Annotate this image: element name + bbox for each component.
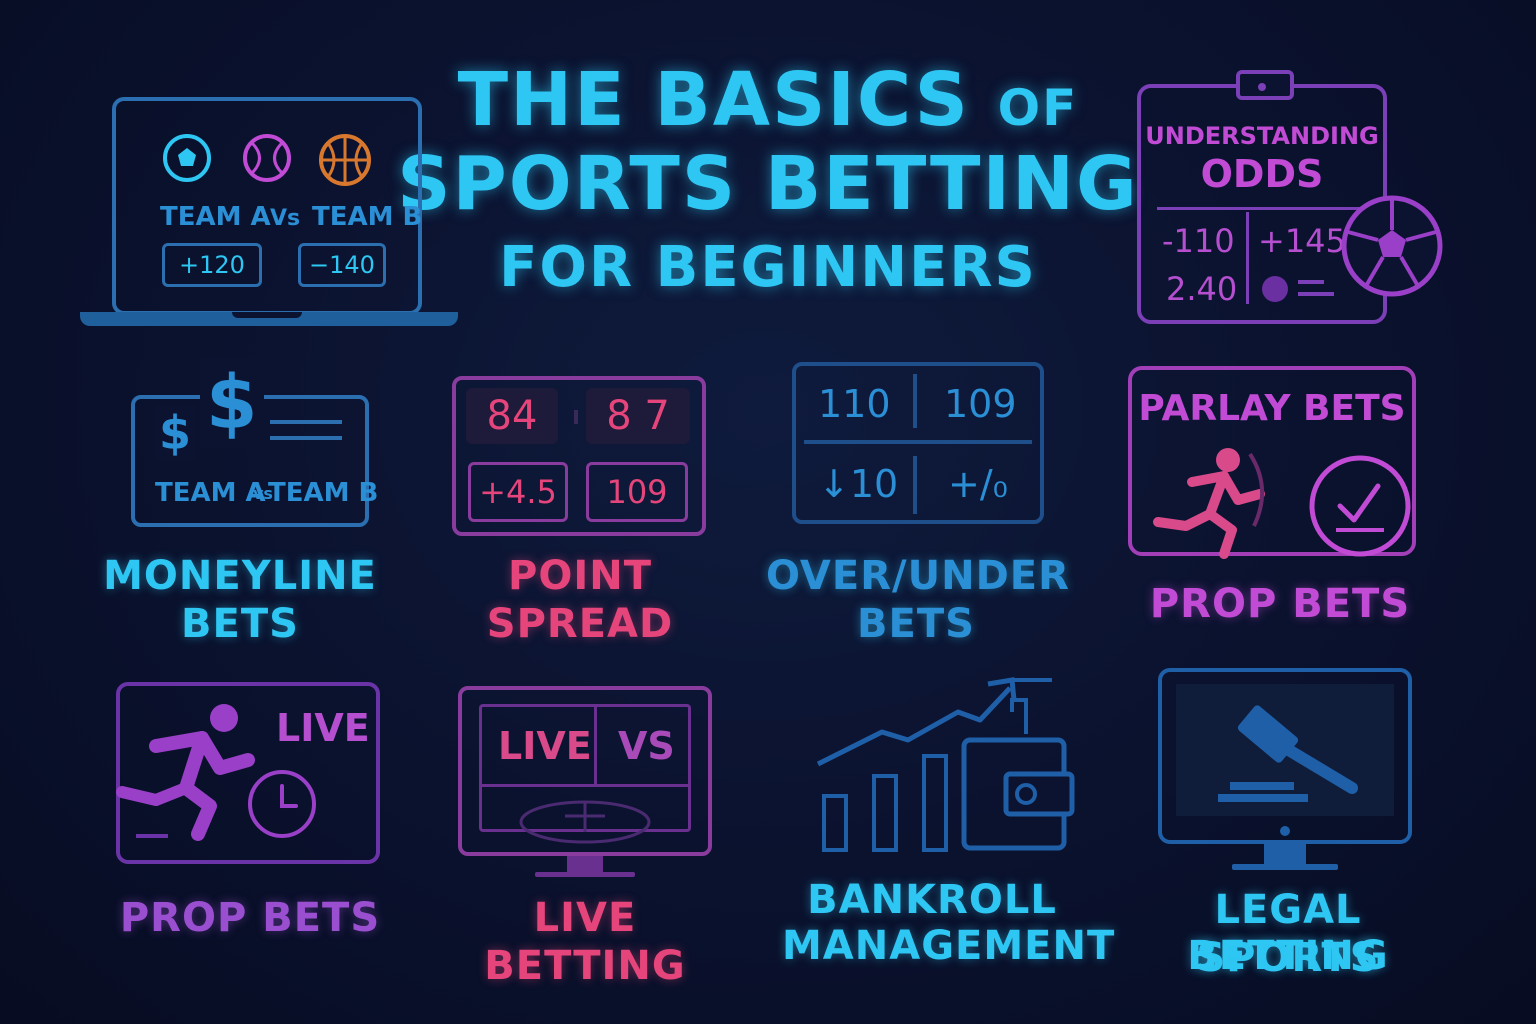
bankroll-label-2: MANAGEMENT [782, 923, 1116, 969]
odds-line-2 [1298, 292, 1334, 296]
vs-tag: VS [618, 724, 675, 768]
parlay-label: PROP BETS [1149, 581, 1411, 627]
score-b-box: 8 7 [586, 388, 690, 444]
title-basics: THE BASICS [457, 57, 970, 143]
spread-box: +4.5 [468, 462, 568, 522]
laptop-odds-b-box: −140 [298, 243, 386, 287]
laptop-odds-a: +120 [179, 251, 245, 279]
monitor-power-dot [1280, 826, 1290, 836]
orange-basketball-icon [319, 134, 371, 186]
clock-icon [248, 770, 316, 838]
live-prop-tag: LIVE [276, 706, 370, 750]
odds-line-1 [1298, 280, 1324, 284]
ou-value-1: 110 [818, 382, 891, 426]
odds-dot [1262, 276, 1288, 302]
odds-divider-h [1157, 207, 1367, 210]
parlay-heading: PARLAY BETS [1138, 388, 1406, 429]
laptop-team-a: TEAM A [160, 202, 271, 232]
laptop-odds-a-box: +120 [162, 243, 262, 287]
legal-label-2: BETTING [1187, 933, 1389, 979]
ticket-line-1 [270, 420, 342, 424]
title-line-1: THE BASICS OF [0, 58, 1536, 150]
legal-monitor-stand [1232, 864, 1338, 870]
laptop-base [80, 312, 458, 326]
check-circle-icon [1309, 455, 1411, 557]
clip-dot [1258, 83, 1266, 91]
title-line-2: SPORTS BETTING [397, 141, 1139, 227]
scoreboard [452, 376, 706, 536]
moneyline-label-1: MONEYLINE [103, 553, 377, 599]
total-value: 109 [606, 473, 668, 511]
over-under-board [792, 362, 1044, 524]
title-line-3: FOR BEGINNERS [499, 235, 1037, 300]
point-spread-label-2: SPREAD [486, 601, 674, 647]
ou-value-2: 109 [944, 382, 1017, 426]
odds-value-3: 2.40 [1166, 270, 1238, 308]
ou-divider-v2 [913, 456, 917, 514]
runner-icon [116, 704, 255, 841]
legal-monitor-neck [1264, 844, 1306, 866]
live-betting-label: LIVE BETTING [484, 895, 686, 989]
moneyline-vs: vs [253, 484, 273, 503]
parlay-frame [1128, 366, 1416, 556]
spread-value: +4.5 [479, 473, 557, 511]
live-tag: LIVE [498, 724, 592, 768]
score-sep [574, 410, 578, 424]
laptop-vs: Vs [270, 206, 301, 231]
point-spread-label-1: POINT [508, 553, 652, 599]
total-box: 109 [586, 462, 688, 522]
title-of: OF [997, 79, 1079, 137]
odds-heading-2: ODDS [1200, 152, 1324, 196]
ou-value-3: ↓10 [818, 462, 899, 506]
laptop-notch [232, 312, 302, 318]
monitor-stand [535, 872, 635, 877]
screen-divider-h [479, 784, 691, 787]
live-prop-label: PROP BETS [119, 895, 381, 941]
over-under-label-2: BETS [857, 601, 975, 647]
field-icon [519, 800, 651, 844]
screen-divider-v [594, 704, 597, 784]
basketball-icon [243, 134, 291, 182]
legal-label-1: LEGAL SPORTS [1196, 887, 1380, 981]
bankroll-label-1: BANKROLL [807, 877, 1057, 923]
legal-monitor [1158, 668, 1412, 844]
moneyline-team-a: TEAM A [155, 478, 266, 508]
ou-divider-h [804, 440, 1032, 444]
growth-chart-icon [816, 677, 1052, 852]
moneyline-label-2: BETS [181, 601, 299, 647]
moneyline-team-b: TEAM B [268, 478, 379, 508]
runner-icon [1153, 448, 1265, 559]
score-a: 84 [486, 393, 538, 439]
laptop-team-b: TEAM B [312, 202, 423, 232]
monitor-frame [458, 686, 712, 856]
dollar-small-icon: $ [155, 406, 196, 460]
monitor-neck [567, 856, 603, 874]
ou-value-4: +/₀ [948, 462, 1008, 506]
score-b: 8 7 [606, 393, 670, 439]
laptop-odds-b: −140 [309, 251, 375, 279]
odds-heading-1: UNDERSTANDING [1145, 122, 1379, 150]
over-under-label-1: OVER/UNDER [766, 553, 1070, 599]
ticket-line-2 [270, 436, 342, 440]
odds-value-2: +145 [1258, 222, 1346, 260]
wallet-icon [961, 737, 1075, 851]
soccer-ball-icon [163, 134, 211, 182]
odds-value-1: -110 [1162, 222, 1235, 260]
odds-divider-v [1246, 212, 1249, 304]
soccer-ball-icon [1341, 195, 1443, 297]
score-a-box: 84 [466, 388, 558, 444]
live-prop-frame [116, 682, 380, 864]
gavel-icon [1218, 705, 1358, 802]
ou-divider-v1 [913, 374, 917, 428]
dollar-large-icon: $ [200, 358, 264, 448]
